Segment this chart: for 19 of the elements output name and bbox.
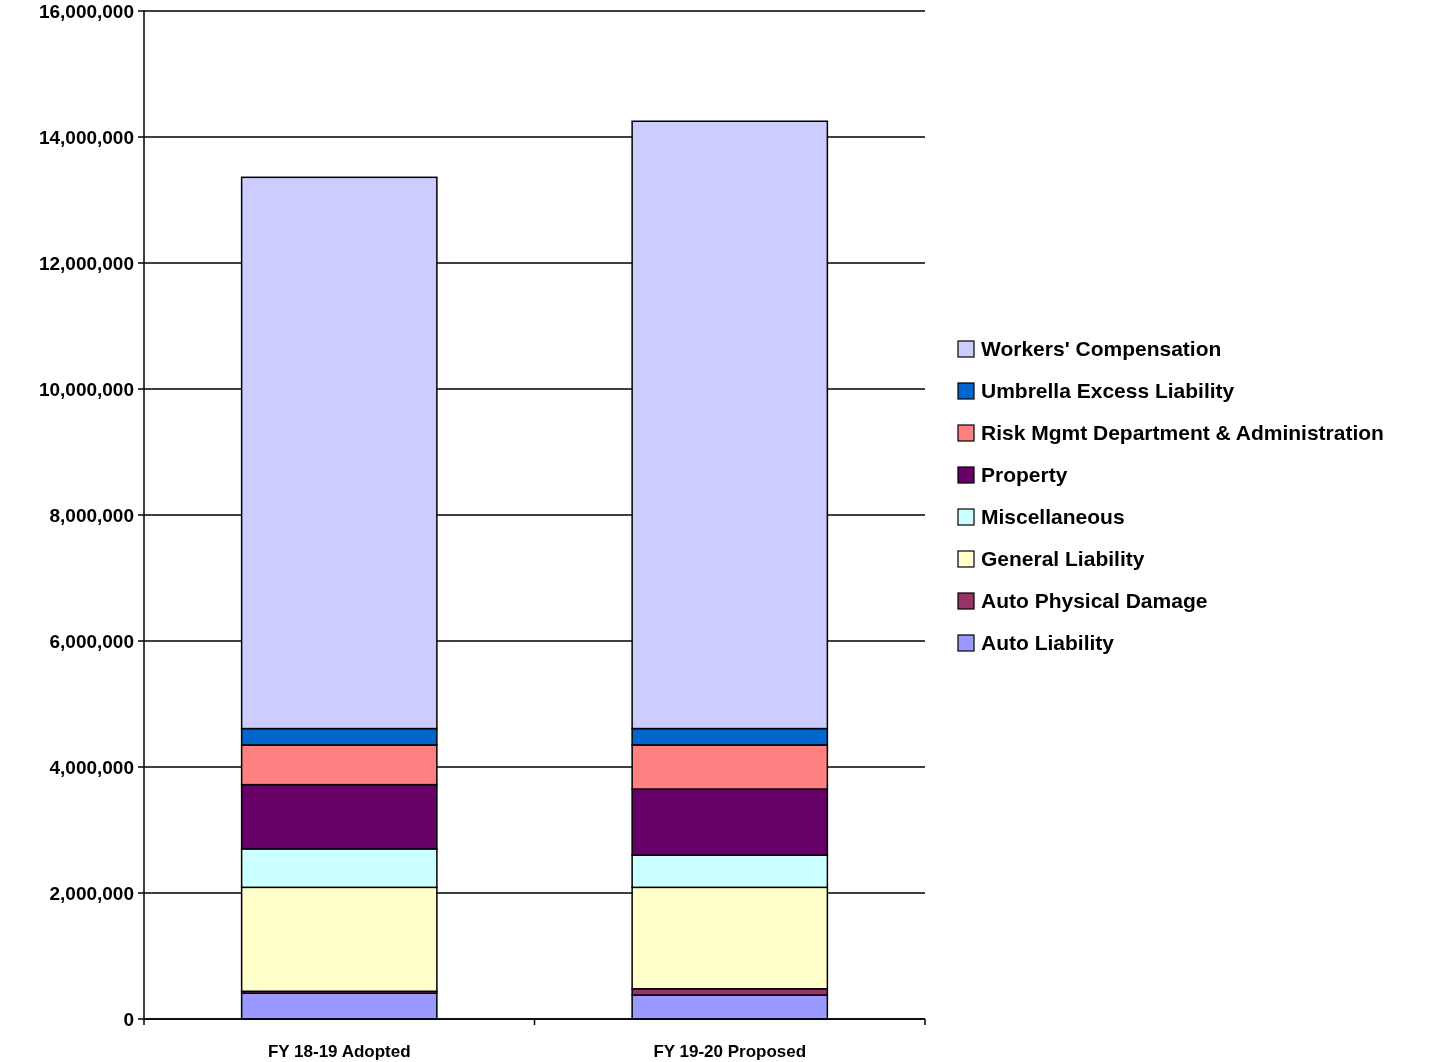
x-tick-label: FY 18-19 Adopted [267, 1042, 411, 1061]
legend-label: Risk Mgmt Department & Administration [981, 421, 1384, 445]
legend-label: Workers' Compensation [981, 337, 1222, 361]
y-tick-label: 4,000,000 [49, 756, 134, 778]
legend-label: Miscellaneous [981, 505, 1125, 529]
y-tick-label: 12,000,000 [38, 252, 134, 274]
legend-label: General Liability [981, 547, 1145, 571]
y-tick-label: 10,000,000 [38, 378, 134, 400]
y-tick-label: 14,000,000 [38, 126, 134, 148]
legend-label: Auto Physical Damage [981, 589, 1208, 613]
y-tick-label: 8,000,000 [49, 504, 134, 526]
y-tick-label: 6,000,000 [49, 630, 134, 652]
y-tick-label: 0 [123, 1008, 134, 1030]
legend-label: Auto Liability [981, 631, 1115, 655]
y-tick-label: 2,000,000 [49, 882, 134, 904]
x-tick-label: FY 19-20 Proposed [653, 1042, 807, 1061]
legend-label: Umbrella Excess Liability [981, 379, 1235, 403]
legend-label: Property [981, 463, 1068, 487]
y-tick-label: 16,000,000 [38, 0, 134, 22]
